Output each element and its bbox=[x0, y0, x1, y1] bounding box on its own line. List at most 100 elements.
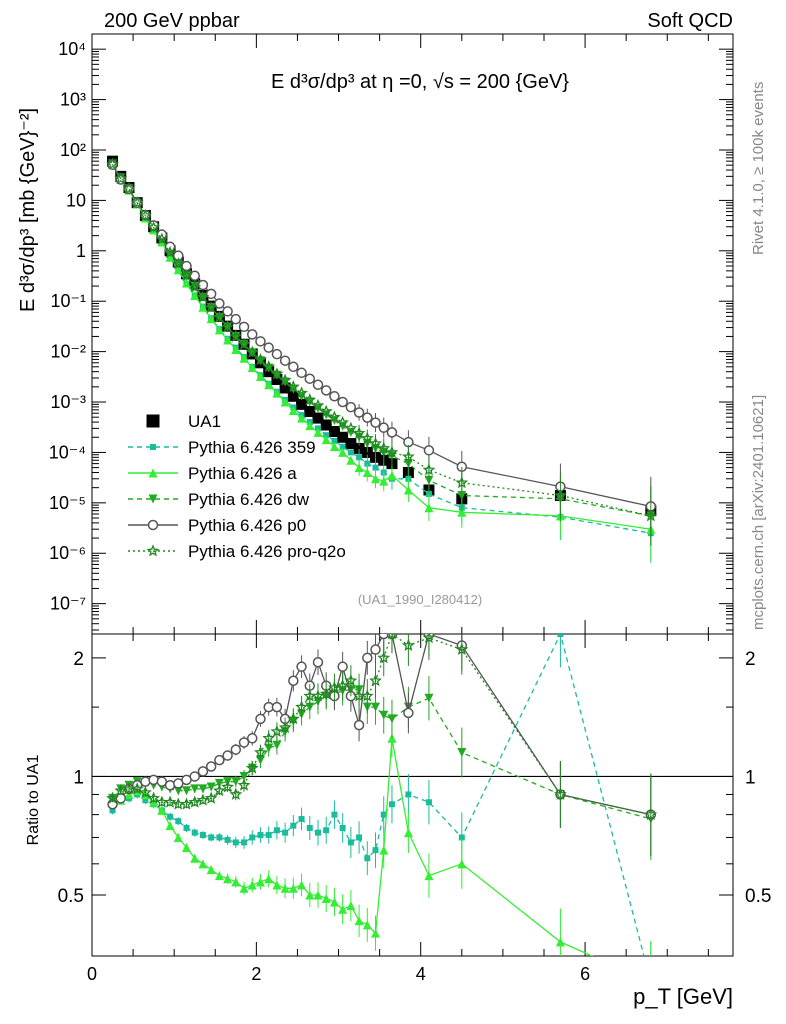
main-point-pq2o bbox=[344, 421, 358, 434]
ratio-point-p359 bbox=[458, 834, 465, 841]
main-point-pa bbox=[403, 485, 413, 495]
ratio-point-pq2o bbox=[278, 720, 292, 734]
legend-marker-pdw bbox=[148, 494, 158, 504]
ratio-series-pq2o bbox=[106, 634, 658, 856]
main-point-pp0 bbox=[205, 288, 217, 300]
main-point-pa bbox=[313, 427, 323, 437]
ratio-ytick-label: 2 bbox=[73, 649, 84, 670]
legend-label-pdw: Pythia 6.426 dw bbox=[188, 490, 310, 509]
ratio-point-pa bbox=[255, 877, 265, 887]
main-ytick-label: 10² bbox=[60, 140, 86, 160]
ratio-point-pq2o bbox=[245, 761, 259, 774]
ratio-series-p359 bbox=[109, 634, 652, 956]
main-point-pp0 bbox=[329, 391, 340, 402]
main-point-pp0 bbox=[370, 417, 381, 428]
ratio-point-pp0 bbox=[230, 744, 242, 755]
ratio-point-pa bbox=[157, 805, 167, 815]
ratio-point-pq2o bbox=[204, 791, 218, 804]
main-series-pdw bbox=[108, 159, 656, 546]
ratio-point-p359 bbox=[183, 824, 190, 831]
ratio-point-p359 bbox=[388, 801, 395, 808]
legend-label-p359: Pythia 6.426 359 bbox=[188, 438, 316, 457]
ratio-point-pp0 bbox=[288, 675, 299, 686]
main-ytick-label: 10⁴ bbox=[58, 39, 86, 59]
ratio-point-pdw bbox=[379, 710, 389, 720]
ratio-point-p359 bbox=[232, 839, 239, 846]
ratio-point-pq2o bbox=[336, 679, 350, 692]
ratio-point-pa bbox=[198, 859, 208, 869]
legend-marker-pp0 bbox=[147, 519, 159, 531]
main-point-pp0 bbox=[189, 270, 200, 281]
ratio-point-pq2o bbox=[328, 680, 341, 694]
xtick-label: 0 bbox=[87, 964, 97, 984]
main-ytick-label: 10 bbox=[66, 190, 86, 210]
ratio-point-p359 bbox=[167, 813, 174, 820]
main-point-pq2o bbox=[221, 320, 235, 333]
ratio-point-pp0 bbox=[337, 661, 348, 672]
main-point-pp0 bbox=[238, 321, 250, 333]
main-point-pa bbox=[297, 413, 307, 423]
ratio-point-pdw bbox=[264, 743, 274, 753]
main-point-pq2o bbox=[204, 300, 218, 314]
ratio-point-pa bbox=[288, 883, 298, 893]
ratio-point-pa bbox=[387, 733, 397, 743]
ratio-point-pdw bbox=[239, 771, 249, 781]
ratio-line-pq2o bbox=[112, 634, 651, 816]
main-point-pa bbox=[165, 252, 175, 262]
ratio-point-pq2o bbox=[360, 689, 374, 702]
ratio-point-pa bbox=[457, 859, 467, 869]
ratio-point-pp0 bbox=[255, 713, 266, 725]
main-point-pp0 bbox=[423, 445, 435, 456]
main-point-data bbox=[320, 419, 332, 431]
main-point-pq2o bbox=[130, 195, 144, 209]
ratio-point-pq2o bbox=[644, 807, 658, 821]
ratio-series-pa bbox=[108, 719, 652, 956]
ratio-point-pp0 bbox=[353, 719, 365, 731]
ratio-point-pa bbox=[338, 904, 348, 914]
ratio-point-pa bbox=[297, 880, 307, 890]
ratio-point-pa bbox=[190, 853, 200, 863]
ratio-point-p359 bbox=[191, 829, 198, 836]
main-point-pq2o bbox=[180, 268, 193, 282]
main-ytick-label: 10⁻¹ bbox=[50, 291, 86, 311]
main-point-pp0 bbox=[214, 298, 225, 309]
ratio-point-pp0 bbox=[214, 754, 225, 766]
main-point-pq2o bbox=[122, 182, 136, 195]
legend-marker-data bbox=[146, 414, 160, 428]
main-point-pq2o bbox=[188, 280, 202, 293]
main-point-pa bbox=[190, 290, 200, 300]
ratio-point-pp0 bbox=[247, 733, 258, 744]
ratio-point-pdw bbox=[214, 778, 224, 788]
legend: UA1 Pythia 6.426 359 Pythia 6.426 a Pythia … bbox=[128, 412, 346, 561]
main-point-pq2o bbox=[554, 488, 567, 501]
main-point-pq2o bbox=[229, 329, 243, 342]
ratio-point-pdw bbox=[198, 784, 208, 794]
ratio-point-pdw bbox=[182, 786, 192, 796]
ratio-line-pa bbox=[112, 738, 594, 956]
main-point-pa bbox=[255, 372, 265, 382]
main-point-data bbox=[312, 412, 324, 424]
ratio-series-pdw bbox=[108, 673, 656, 861]
main-ytick-label: 10³ bbox=[60, 90, 86, 110]
ratio-point-pp0 bbox=[148, 774, 159, 786]
ratio-point-pa bbox=[165, 821, 175, 831]
ratio-point-pq2o bbox=[163, 795, 177, 808]
ratio-point-pdw bbox=[387, 714, 397, 724]
main-point-pq2o bbox=[352, 426, 366, 439]
legend-marker-p359 bbox=[150, 444, 156, 450]
ratio-point-pq2o bbox=[147, 791, 161, 804]
ratio-series-clip bbox=[106, 634, 658, 956]
main-point-pa bbox=[173, 265, 183, 275]
ratio-point-pp0 bbox=[222, 750, 233, 761]
main-point-pq2o bbox=[278, 373, 292, 386]
main-point-p359 bbox=[372, 464, 379, 471]
main-point-pa bbox=[264, 380, 274, 390]
ratio-point-pp0 bbox=[312, 656, 324, 668]
ratio-point-pa bbox=[124, 789, 134, 799]
ratio-point-pa bbox=[206, 865, 216, 875]
ratio-point-p359 bbox=[364, 855, 371, 862]
main-point-pa bbox=[231, 345, 241, 355]
main-point-pa bbox=[288, 405, 298, 415]
ratio-point-pq2o bbox=[212, 783, 226, 797]
ratio-panel-frame bbox=[91, 633, 734, 957]
